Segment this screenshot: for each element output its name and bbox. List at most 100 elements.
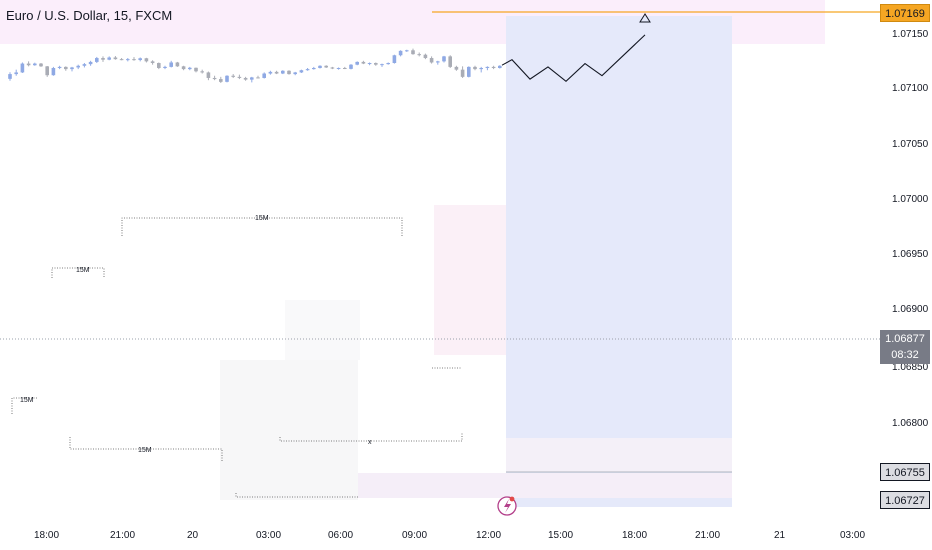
x-tick: 21 bbox=[774, 530, 786, 541]
candle bbox=[405, 50, 409, 52]
candle bbox=[250, 77, 254, 80]
candle bbox=[324, 65, 328, 68]
candle bbox=[454, 66, 459, 70]
candle bbox=[8, 74, 12, 79]
lower-zone bbox=[506, 438, 732, 472]
projection-zone bbox=[506, 16, 732, 507]
annotation-x-mark: x bbox=[368, 439, 372, 446]
candle bbox=[336, 67, 341, 69]
candle bbox=[355, 61, 359, 65]
y-tick: 1.06850 bbox=[892, 362, 929, 373]
x-tick: 06:00 bbox=[328, 530, 353, 541]
candle bbox=[293, 72, 297, 75]
candle bbox=[70, 67, 74, 70]
candle bbox=[51, 67, 56, 76]
candle bbox=[175, 62, 180, 67]
candle bbox=[442, 56, 446, 62]
candle bbox=[256, 77, 260, 79]
candle bbox=[479, 67, 483, 70]
candle bbox=[57, 66, 62, 68]
level-a-price-tag: 1.06755 bbox=[880, 463, 930, 481]
candle bbox=[126, 59, 130, 61]
x-tick: 20 bbox=[187, 530, 199, 541]
candle bbox=[374, 63, 378, 65]
candle bbox=[243, 77, 248, 80]
candle bbox=[299, 70, 304, 73]
lightning-icon[interactable] bbox=[497, 496, 517, 516]
candle bbox=[392, 55, 397, 64]
candle bbox=[386, 63, 390, 65]
candle bbox=[26, 63, 31, 66]
candle bbox=[367, 63, 372, 65]
y-tick: 1.07100 bbox=[892, 83, 929, 94]
candle bbox=[262, 73, 266, 78]
candle bbox=[14, 72, 18, 75]
time-axis[interactable]: 18:00 21:00 20 03:00 06:00 09:00 12:00 1… bbox=[0, 520, 932, 550]
candle bbox=[107, 57, 111, 60]
grey-zone-1 bbox=[220, 360, 358, 500]
candle bbox=[485, 66, 490, 68]
candle bbox=[398, 50, 403, 56]
annotation-15m-bottom: 15M bbox=[138, 447, 152, 454]
grey-zone-2 bbox=[285, 300, 360, 360]
candle bbox=[82, 64, 87, 66]
annotation-15m-top: 15M bbox=[255, 215, 269, 222]
candle bbox=[200, 71, 204, 73]
candle bbox=[343, 67, 347, 69]
y-tick: 1.06800 bbox=[892, 418, 929, 429]
candle bbox=[169, 62, 173, 67]
candle bbox=[312, 67, 316, 70]
candle bbox=[95, 58, 99, 62]
countdown-tag: 08:32 bbox=[880, 346, 930, 364]
candle bbox=[467, 66, 471, 77]
y-tick: 1.06900 bbox=[892, 304, 929, 315]
candle bbox=[225, 75, 229, 82]
x-tick: 18:00 bbox=[622, 530, 647, 541]
candle bbox=[157, 63, 161, 68]
x-tick: 03:00 bbox=[840, 530, 865, 541]
projection-path bbox=[501, 34, 646, 83]
candle bbox=[491, 66, 496, 68]
candle bbox=[163, 66, 167, 68]
x-tick: 12:00 bbox=[476, 530, 501, 541]
candle bbox=[119, 59, 124, 61]
candle bbox=[212, 77, 217, 80]
right-pink-zone bbox=[434, 205, 506, 355]
target-price-tag: 1.07169 bbox=[880, 4, 930, 22]
candle bbox=[101, 58, 105, 60]
candle bbox=[39, 63, 43, 67]
y-tick: 1.06950 bbox=[892, 249, 929, 260]
candle bbox=[318, 65, 322, 68]
candle bbox=[231, 75, 235, 77]
candle bbox=[305, 69, 310, 71]
price-axis[interactable]: 1.07150 1.07100 1.07050 1.07000 1.06950 … bbox=[880, 0, 932, 520]
candle bbox=[138, 58, 142, 61]
candle bbox=[436, 61, 440, 63]
x-tick: 21:00 bbox=[695, 530, 720, 541]
candle bbox=[429, 58, 434, 63]
candle bbox=[206, 72, 211, 78]
candle bbox=[181, 66, 186, 70]
candle bbox=[498, 65, 502, 68]
chart-title: Euro / U.S. Dollar, 15, FXCM bbox=[6, 8, 173, 23]
candle bbox=[423, 54, 428, 59]
current-price-tag: 1.06877 bbox=[880, 330, 930, 348]
candle bbox=[76, 65, 80, 68]
candle bbox=[287, 70, 291, 75]
y-tick: 1.07050 bbox=[892, 139, 929, 150]
candle bbox=[33, 63, 37, 66]
x-tick: 15:00 bbox=[548, 530, 573, 541]
candle bbox=[274, 71, 279, 74]
level-b-price-tag: 1.06727 bbox=[880, 491, 930, 509]
candle bbox=[448, 56, 452, 67]
y-tick: 1.07150 bbox=[892, 29, 929, 40]
candle bbox=[194, 67, 198, 72]
annotation-15m-left: 15M bbox=[76, 267, 90, 274]
candle bbox=[113, 57, 118, 60]
candle bbox=[473, 66, 477, 70]
candle bbox=[150, 61, 155, 64]
candle bbox=[88, 61, 93, 65]
x-tick: 18:00 bbox=[34, 530, 59, 541]
candle bbox=[361, 61, 366, 64]
